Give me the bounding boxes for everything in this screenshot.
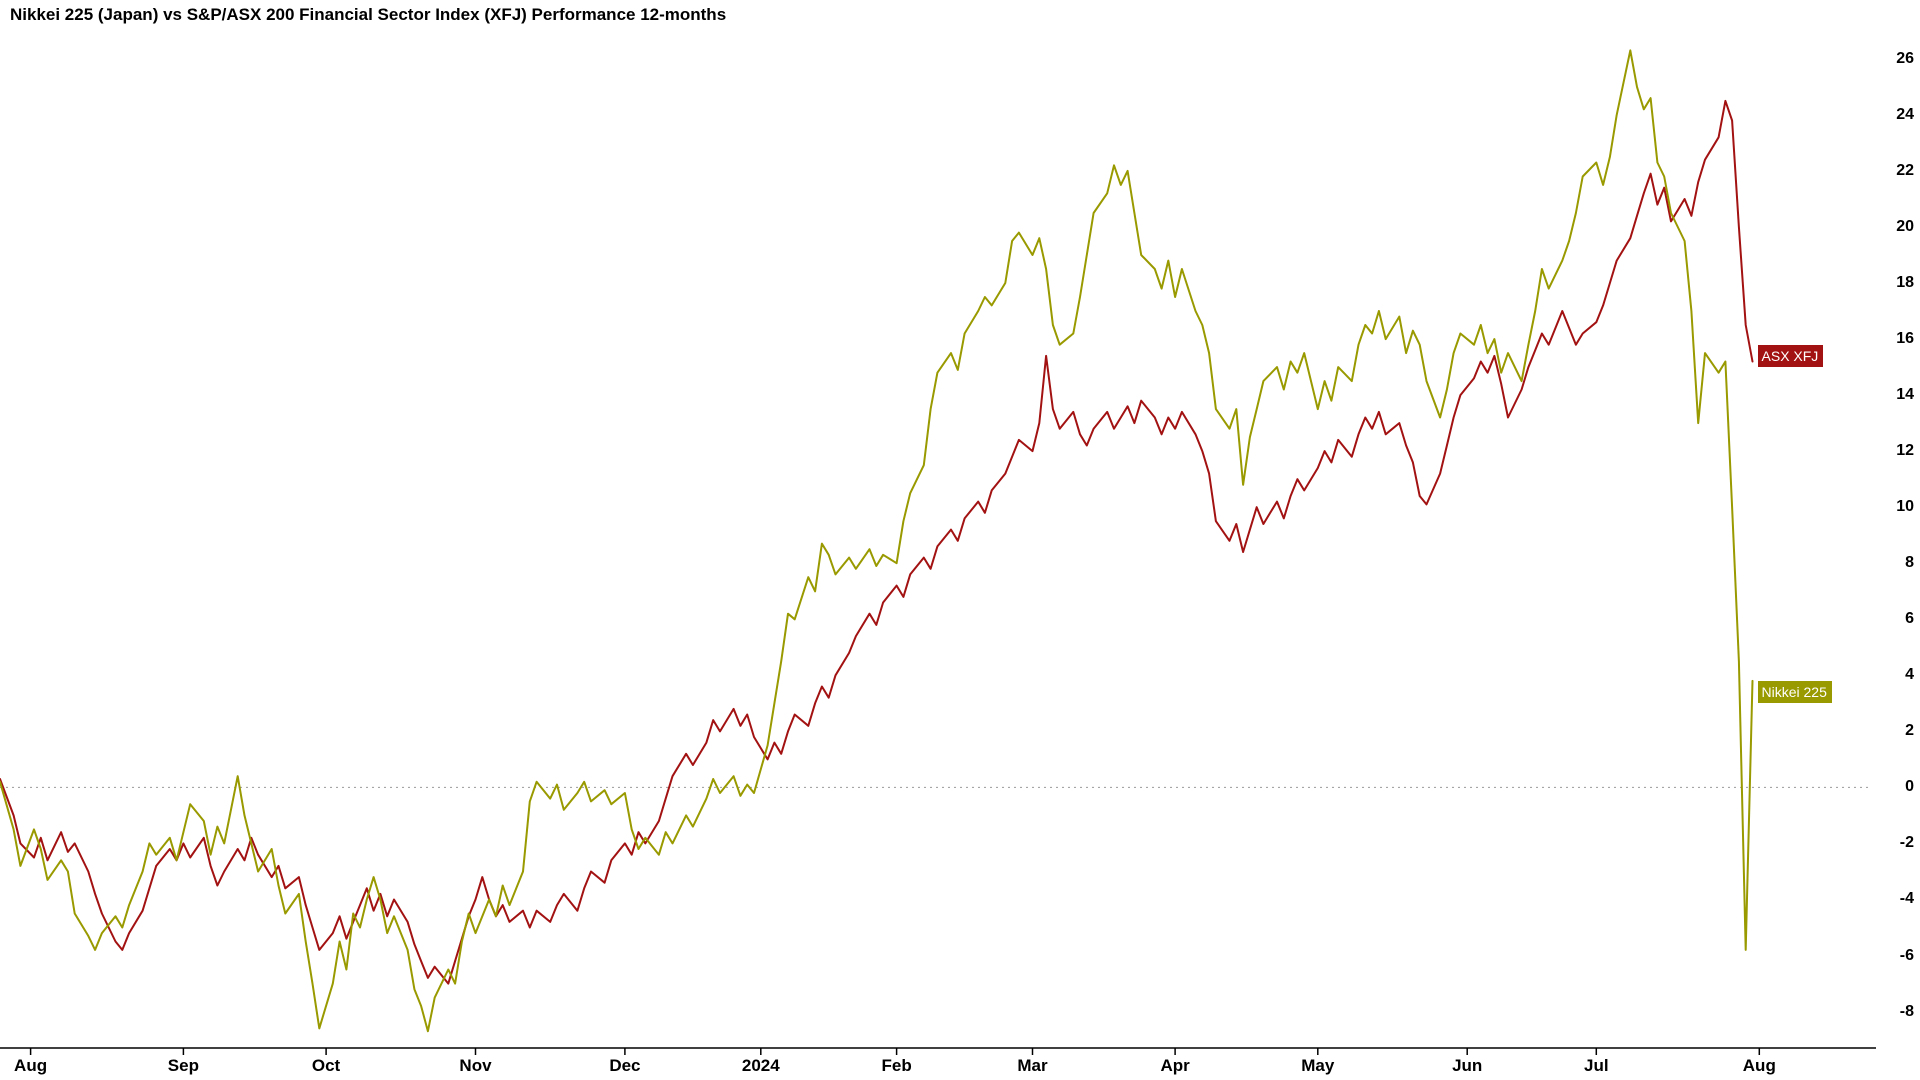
y-axis-label: -8: [1899, 1002, 1914, 1020]
y-axis-label: -6: [1899, 946, 1914, 964]
y-axis-label: 18: [1896, 274, 1914, 292]
y-axis-label: -2: [1899, 834, 1914, 852]
chart-title: Nikkei 225 (Japan) vs S&P/ASX 200 Financ…: [10, 5, 727, 24]
y-axis-label: 20: [1896, 217, 1914, 235]
y-axis-label: 14: [1896, 386, 1914, 404]
y-axis-label: 2: [1905, 722, 1914, 740]
y-axis-label: 10: [1896, 498, 1914, 516]
y-axis-label: 26: [1896, 49, 1914, 67]
x-axis-label: Sep: [167, 1056, 199, 1075]
x-axis-label: Mar: [1017, 1056, 1048, 1075]
y-axis-label: -4: [1899, 890, 1914, 908]
y-axis-label: 24: [1896, 105, 1914, 123]
y-axis-label: 0: [1905, 778, 1914, 796]
x-axis-label: May: [1301, 1056, 1335, 1075]
y-axis-label: 4: [1905, 666, 1914, 684]
nikkei-225-series-label: Nikkei 225: [1757, 681, 1832, 704]
y-axis-label: 6: [1905, 610, 1914, 628]
y-axis-label: 12: [1896, 442, 1914, 460]
x-axis-label: Nov: [459, 1056, 492, 1075]
x-axis-label: Jun: [1452, 1056, 1483, 1075]
asx-xfj-series-label: ASX XFJ: [1757, 344, 1824, 367]
x-axis-label: 2024: [741, 1056, 780, 1075]
x-axis-label: Jul: [1584, 1056, 1609, 1075]
y-axis-label: 22: [1896, 161, 1914, 179]
x-axis-label: Dec: [609, 1056, 641, 1075]
x-axis-label: Feb: [881, 1056, 912, 1075]
asx-xfj-line: [0, 99, 1754, 985]
x-axis-label: Aug: [1742, 1056, 1776, 1075]
nikkei-225-line: [0, 49, 1754, 1033]
x-axis-label: Apr: [1160, 1056, 1190, 1075]
y-axis-label: 16: [1896, 330, 1914, 348]
x-axis-label: Aug: [14, 1056, 48, 1075]
x-axis-label: Oct: [311, 1056, 341, 1075]
y-axis-label: 8: [1905, 554, 1914, 572]
